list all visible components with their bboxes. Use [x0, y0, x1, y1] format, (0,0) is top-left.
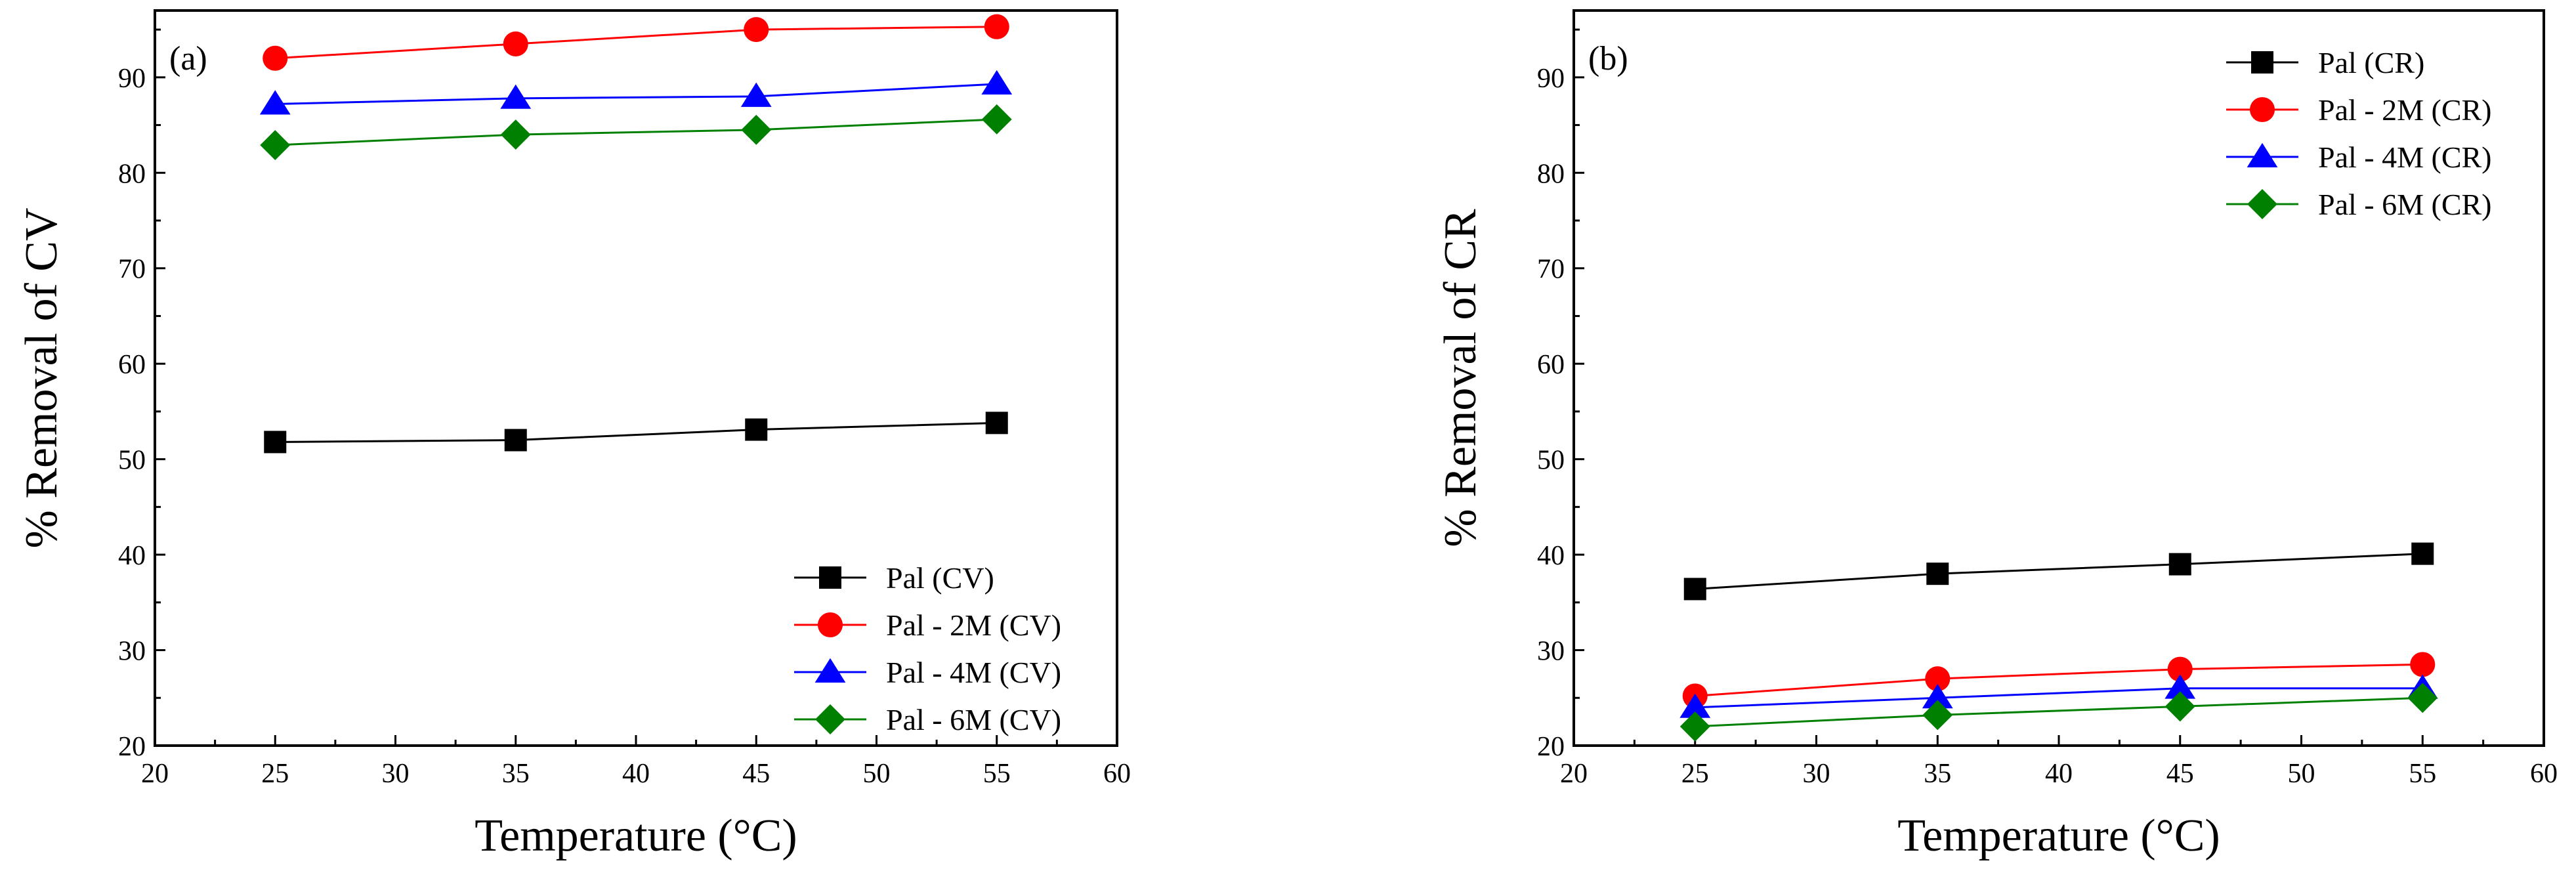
data-point	[1679, 693, 1711, 718]
data-point	[260, 130, 291, 161]
data-point	[2411, 542, 2434, 565]
series-line	[1695, 696, 2423, 728]
data-point	[1926, 562, 1949, 585]
data-point	[2164, 674, 2196, 699]
legend-marker	[2247, 142, 2278, 167]
legend-marker	[814, 658, 846, 683]
legend-label: Pal - 2M (CV)	[886, 608, 1061, 642]
legend-label: Pal - 4M (CV)	[886, 656, 1061, 689]
data-point	[741, 114, 772, 145]
panel-label: (a)	[169, 40, 207, 77]
series-line	[275, 421, 997, 443]
x-tick-label: 50	[863, 759, 891, 789]
y-tick-label: 50	[1537, 446, 1565, 476]
legend-marker	[2249, 96, 2275, 123]
x-tick-label: 45	[742, 759, 770, 789]
data-point	[981, 70, 1013, 95]
x-tick-label: 40	[622, 759, 650, 789]
y-axis-title: % Removal of CV	[16, 207, 67, 548]
data-point	[500, 84, 532, 109]
x-tick-label: 20	[1560, 759, 1588, 789]
y-tick-label: 30	[1537, 637, 1565, 667]
y-tick-label: 60	[118, 350, 146, 380]
legend-label: Pal - 4M (CR)	[2318, 140, 2492, 174]
legend-label: Pal - 6M (CV)	[886, 703, 1061, 736]
legend: Pal (CV) Pal - 2M (CV) Pal - 4M (CV) Pal - …	[794, 561, 1061, 736]
data-point	[2168, 553, 2191, 576]
x-tick-label: 60	[2530, 759, 2558, 789]
legend-label: Pal (CR)	[2318, 46, 2424, 79]
data-point	[984, 14, 1009, 39]
y-tick-label: 60	[1537, 350, 1565, 380]
y-tick-label: 20	[1537, 732, 1565, 762]
data-point	[744, 17, 769, 43]
y-tick-label: 70	[118, 255, 146, 285]
legend-label: Pal - 6M (CR)	[2318, 188, 2492, 221]
x-tick-label: 25	[261, 759, 289, 789]
data-point	[2410, 652, 2436, 677]
y-tick-label: 20	[118, 732, 146, 762]
x-tick-label: 35	[1924, 759, 1951, 789]
x-tick-label: 60	[1103, 759, 1131, 789]
y-tick-label: 40	[1537, 541, 1565, 571]
data-point	[1683, 578, 1706, 601]
y-axis-title: % Removal of CR	[1435, 209, 1486, 547]
data-point	[981, 104, 1012, 135]
y-tick-label: 90	[118, 64, 146, 94]
data-point	[2167, 656, 2193, 682]
y-tick-label: 80	[118, 159, 146, 189]
data-point	[1679, 711, 1710, 742]
x-tick-label: 55	[2409, 759, 2436, 789]
data-point	[264, 431, 287, 454]
series-line	[275, 83, 997, 106]
x-tick-label: 25	[1681, 759, 1709, 789]
x-tick-label: 45	[2166, 759, 2194, 789]
x-tick-label: 50	[2288, 759, 2315, 789]
series-line	[275, 26, 997, 60]
data-point	[1925, 666, 1951, 692]
y-tick-label: 70	[1537, 255, 1565, 285]
panel-label: (b)	[1588, 40, 1628, 77]
legend-label: Pal - 2M (CR)	[2318, 93, 2492, 127]
y-tick-label: 30	[118, 637, 146, 667]
legend-marker	[2247, 189, 2277, 219]
data-point	[745, 418, 768, 441]
data-point	[2164, 691, 2195, 722]
data-point	[504, 429, 527, 452]
data-point	[985, 412, 1008, 434]
x-tick-label: 30	[1803, 759, 1830, 789]
legend: Pal (CR) Pal - 2M (CR) Pal - 4M (CR) Pal - …	[2226, 46, 2492, 221]
data-point	[1922, 684, 1953, 709]
series-line	[275, 118, 997, 146]
y-tick-label: 90	[1537, 64, 1565, 94]
legend-marker	[815, 704, 845, 734]
series-line	[1695, 553, 2423, 590]
data-point	[259, 90, 291, 115]
x-tick-label: 30	[382, 759, 410, 789]
x-tick-label: 55	[983, 759, 1011, 789]
series-line	[1695, 663, 2423, 697]
data-point	[500, 119, 531, 150]
legend-marker	[819, 566, 841, 589]
x-tick-label: 40	[2045, 759, 2073, 789]
chart-panel-b: 20 25 30 35 40 45 50 55 60 20 30 40 50 60 70 80 90 Temper…	[1435, 9, 2558, 861]
x-axis-title: Temperature (°C)	[475, 811, 797, 861]
y-tick-label: 80	[1537, 159, 1565, 189]
legend-marker	[2251, 51, 2273, 74]
data-point	[2407, 683, 2438, 713]
y-tick-label: 40	[118, 541, 146, 571]
chart-panel-a: 20 25 30 35 40 45 50 55 60 20 30 40 50 60 70 80 90 Temper…	[16, 9, 1131, 861]
series-line	[1695, 687, 2423, 709]
x-tick-label: 35	[502, 759, 530, 789]
data-point	[503, 31, 528, 56]
data-point	[263, 45, 288, 71]
data-point	[1922, 700, 1953, 731]
y-tick-label: 50	[118, 446, 146, 476]
x-axis-title: Temperature (°C)	[1897, 811, 2220, 861]
data-point	[740, 82, 772, 107]
legend-label: Pal (CV)	[886, 561, 994, 595]
legend-marker	[817, 612, 843, 638]
x-tick-label: 20	[141, 759, 169, 789]
